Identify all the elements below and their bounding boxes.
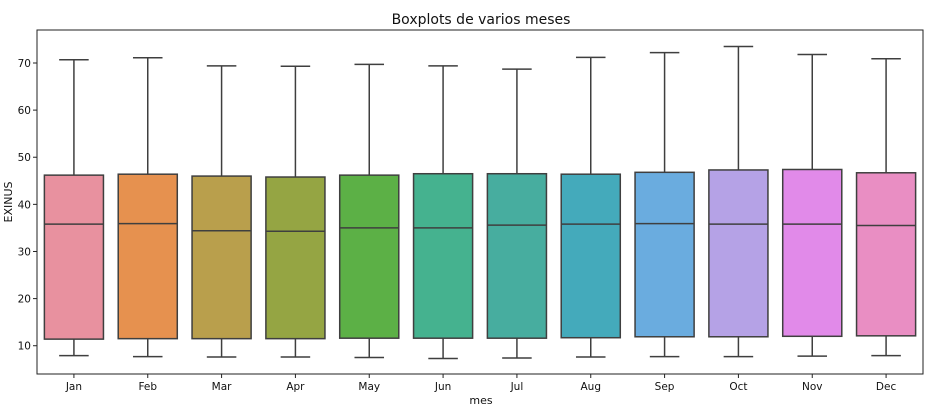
box-body: [412, 172, 474, 339]
y-tick-label: 10: [18, 341, 31, 353]
box-feb: [117, 57, 179, 358]
y-tick-label: 70: [18, 58, 31, 70]
y-tick-label: 60: [18, 105, 31, 117]
x-tick-label: Apr: [286, 381, 305, 393]
box-aug: [560, 56, 622, 358]
boxes-group: [43, 45, 917, 360]
x-tick-label: Mar: [212, 381, 232, 393]
box-body: [486, 172, 548, 339]
box-jun: [412, 65, 474, 360]
x-tick-label: Oct: [729, 381, 747, 393]
x-tick-label: May: [358, 381, 380, 393]
x-tick-label: Aug: [580, 381, 601, 393]
box-body: [43, 174, 105, 340]
box-body: [117, 173, 179, 340]
box-body: [634, 171, 695, 338]
box-mar: [191, 65, 252, 358]
box-sep: [634, 51, 695, 358]
x-tick-label: Jan: [65, 381, 82, 393]
box-body: [265, 176, 326, 340]
x-tick-label: Jun: [434, 381, 451, 393]
x-tick-label: Jul: [510, 381, 524, 393]
y-tick-label: 40: [18, 199, 31, 211]
y-axis-label: EXINUS: [2, 181, 15, 222]
box-body: [708, 169, 769, 338]
x-tick-label: Dec: [876, 381, 897, 393]
box-body: [338, 174, 400, 339]
box-jan: [43, 58, 105, 357]
box-body: [781, 168, 843, 338]
box-body: [855, 172, 917, 337]
y-tick-label: 20: [18, 294, 31, 306]
x-tick-label: Sep: [655, 381, 675, 393]
y-tick-label: 50: [18, 152, 31, 164]
x-axis-label: mes: [469, 394, 492, 407]
box-body: [191, 175, 252, 340]
box-jul: [486, 68, 548, 359]
box-may: [338, 63, 400, 359]
chart-title: Boxplots de varios meses: [392, 12, 571, 28]
box-dec: [855, 57, 917, 357]
box-apr: [265, 65, 326, 358]
box-nov: [781, 53, 843, 357]
y-tick-label: 30: [18, 246, 31, 258]
x-tick-label: Feb: [138, 381, 157, 393]
plot-frame: [36, 29, 924, 375]
y-axis: 10 20 30 40 50 60 70: [18, 58, 37, 353]
x-tick-label: Nov: [802, 381, 823, 393]
box-oct: [708, 45, 769, 358]
box-body: [560, 173, 622, 339]
x-axis: Jan Feb Mar Apr May Jun Jul Aug Sep Oct Nov Dec: [65, 374, 897, 393]
